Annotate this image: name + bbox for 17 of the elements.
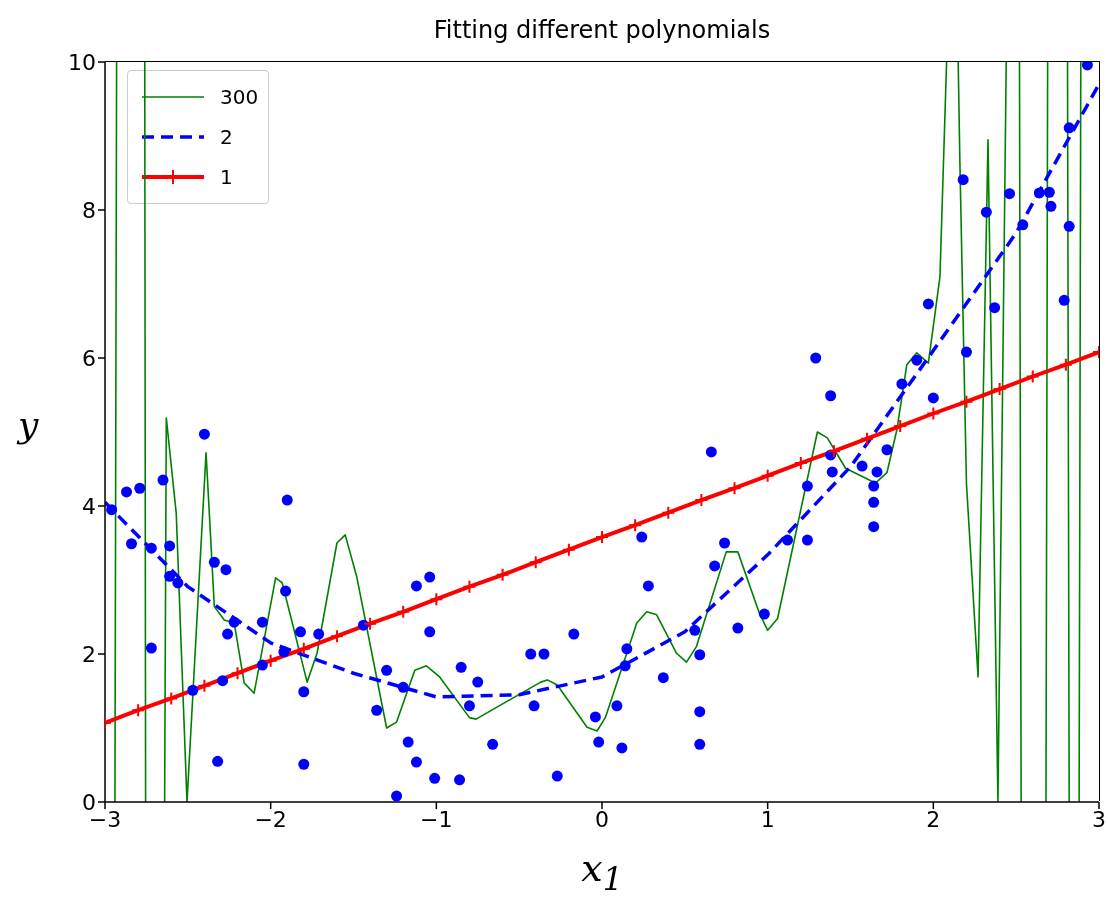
legend-label: 1 [220, 165, 233, 189]
y-tick-label: 2 [82, 641, 96, 667]
y-tick-label: 10 [68, 49, 96, 75]
legend-label: 300 [220, 85, 259, 109]
x-tick-label: 3 [1092, 806, 1106, 832]
x-tick-label: 0 [595, 806, 609, 832]
y-tick-label: 8 [82, 197, 96, 223]
x-tick-label: 2 [926, 806, 941, 832]
y-tick-label: 4 [82, 493, 96, 519]
y-axis-title: y [18, 404, 39, 445]
x-tick-label: −1 [420, 806, 453, 832]
y-tick-label: 6 [82, 345, 96, 371]
x-tick-label: −2 [254, 806, 287, 832]
x-axis-title: x$_{1}$ [580, 846, 624, 897]
legend-label: 2 [220, 125, 233, 149]
x-tick-label: 1 [760, 806, 775, 832]
chart-title: Fitting different polynomials [432, 16, 772, 44]
